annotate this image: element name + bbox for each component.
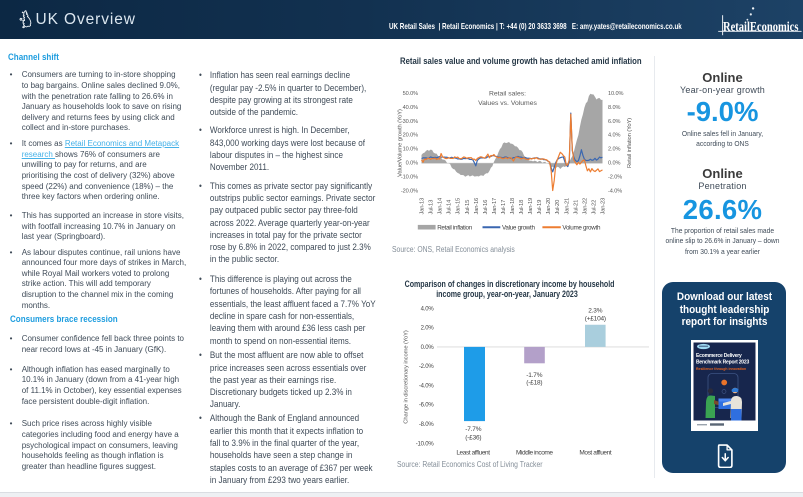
svg-text:-2.0%: -2.0%	[419, 364, 435, 370]
svg-text:Retail sales:: Retail sales:	[489, 90, 526, 97]
svg-text:-4.0%: -4.0%	[419, 384, 435, 390]
svg-text:0.0%: 0.0%	[406, 161, 418, 167]
svg-text:(-£36): (-£36)	[465, 434, 481, 441]
svg-text:-4.0%: -4.0%	[608, 188, 622, 194]
svg-text:Jul-14: Jul-14	[447, 199, 453, 215]
svg-text:Jan-16: Jan-16	[474, 198, 480, 215]
svg-text:Retail inflation (YoY): Retail inflation (YoY)	[627, 118, 633, 168]
svg-text:-20.0%: -20.0%	[401, 188, 418, 194]
svg-text:Jul-21: Jul-21	[573, 200, 579, 215]
svg-text:20.0%: 20.0%	[403, 133, 418, 139]
svg-text:-2.0%: -2.0%	[608, 174, 622, 180]
svg-text:Jan-14: Jan-14	[438, 197, 444, 215]
svg-text:40.0%: 40.0%	[403, 105, 418, 111]
svg-text:-7.7%: -7.7%	[465, 426, 481, 433]
svg-text:2.0%: 2.0%	[421, 326, 435, 332]
svg-text:Middle income: Middle income	[516, 450, 553, 457]
svg-text:Jan-23: Jan-23	[601, 198, 607, 215]
svg-text:Jan-19: Jan-19	[528, 198, 534, 215]
svg-text:Change in discretionary income: Change in discretionary income (YoY)	[404, 330, 410, 424]
svg-text:Values vs. Volumes: Values vs. Volumes	[478, 100, 537, 107]
svg-text:Value growth: Value growth	[502, 224, 535, 231]
svg-text:Jan-20: Jan-20	[546, 198, 552, 215]
svg-text:30.0%: 30.0%	[403, 119, 418, 125]
svg-text:-6.0%: -6.0%	[419, 403, 435, 409]
svg-text:Jan-18: Jan-18	[510, 198, 516, 215]
svg-text:Jul-20: Jul-20	[555, 200, 561, 215]
svg-text:Jan-22: Jan-22	[582, 198, 588, 215]
svg-text:-10.0%: -10.0%	[416, 441, 435, 447]
svg-text:Least affluent: Least affluent	[456, 450, 490, 457]
svg-text:Jul-15: Jul-15	[465, 200, 471, 215]
svg-text:10.0%: 10.0%	[608, 91, 623, 97]
svg-text:-8.0%: -8.0%	[419, 422, 435, 428]
svg-text:8.0%: 8.0%	[608, 105, 620, 111]
svg-text:Jul-16: Jul-16	[483, 200, 489, 215]
svg-text:-10.0%: -10.0%	[401, 174, 418, 180]
svg-text:Jul-22: Jul-22	[591, 200, 597, 215]
svg-text:Benchmark Report 2023: Benchmark Report 2023	[696, 360, 749, 366]
svg-text:2.0%: 2.0%	[608, 147, 620, 153]
svg-text:Resilience through innovation: Resilience through innovation	[696, 367, 746, 371]
svg-text:Jan-21: Jan-21	[564, 198, 570, 215]
svg-text:-1.7%: -1.7%	[526, 372, 542, 379]
svg-text:Most affluent: Most affluent	[579, 450, 611, 457]
svg-text:0.0%: 0.0%	[421, 345, 435, 351]
svg-text:6.0%: 6.0%	[608, 119, 620, 125]
svg-text:Ecommerce Delivery: Ecommerce Delivery	[696, 353, 742, 359]
svg-text:Volume growth: Volume growth	[562, 224, 601, 231]
svg-text:Jul-18: Jul-18	[519, 200, 525, 215]
svg-text:Jan-17: Jan-17	[492, 198, 498, 215]
svg-text:4.0%: 4.0%	[421, 306, 435, 312]
svg-text:2.3%: 2.3%	[588, 308, 602, 315]
svg-text:Jul-19: Jul-19	[537, 200, 543, 215]
svg-text:Retail inflation: Retail inflation	[437, 224, 473, 231]
svg-text:50.0%: 50.0%	[403, 91, 418, 97]
svg-text:Jul-17: Jul-17	[501, 200, 507, 215]
svg-text:Jan-13: Jan-13	[420, 198, 426, 215]
svg-text:0.0%: 0.0%	[608, 161, 620, 167]
svg-text:(-£18): (-£18)	[526, 380, 542, 387]
svg-text:(+£104): (+£104)	[585, 315, 606, 322]
svg-text:10.0%: 10.0%	[403, 147, 418, 153]
svg-text:Value/Volume growth (YoY): Value/Volume growth (YoY)	[398, 109, 404, 177]
svg-text:Jan-15: Jan-15	[456, 198, 462, 215]
svg-text:Jul-13: Jul-13	[429, 200, 435, 215]
svg-text:4.0%: 4.0%	[608, 133, 620, 139]
